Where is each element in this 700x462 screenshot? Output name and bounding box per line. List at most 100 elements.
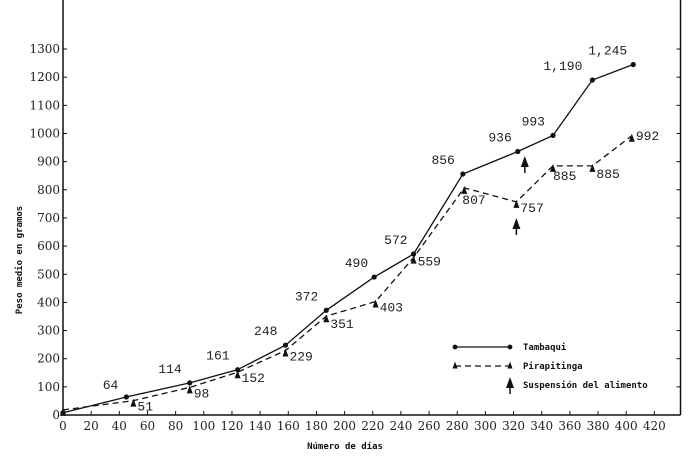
x-tick-label: 60 — [140, 419, 155, 433]
x-tick-label: 260 — [418, 419, 441, 433]
y-tick-label: 1000 — [29, 127, 60, 141]
x-tick-label: 180 — [305, 419, 328, 433]
y-tick-label: 0 — [52, 408, 60, 422]
legend-pirapitinga-triangle — [452, 361, 458, 369]
data-point — [187, 380, 193, 386]
data-point — [513, 199, 520, 208]
y-tick-label: 200 — [37, 352, 60, 366]
legend-pirapitinga-triangle — [507, 361, 513, 369]
data-label: 229 — [289, 350, 312, 365]
x-tick-label: 280 — [446, 419, 469, 433]
data-point — [130, 398, 137, 407]
data-label: 885 — [553, 169, 576, 184]
x-tick-label: 80 — [168, 419, 183, 433]
data-point — [282, 342, 289, 348]
data-label: 51 — [137, 400, 153, 415]
data-label: 351 — [330, 317, 354, 332]
y-tick-label: 1300 — [29, 42, 60, 56]
legend-suspension-label: Suspensión del alimento — [523, 380, 648, 391]
x-tick-label: 120 — [221, 419, 244, 433]
x-tick-label: 200 — [333, 419, 356, 433]
data-label: 490 — [345, 256, 368, 271]
legend-tambaqui-dot — [507, 344, 513, 350]
data-point — [630, 61, 636, 68]
x-tick-label: 340 — [530, 419, 553, 433]
data-point — [549, 163, 556, 172]
data-label: 856 — [431, 153, 454, 168]
data-label: 403 — [380, 301, 403, 316]
y-tick-label: 900 — [37, 155, 60, 169]
data-label: 152 — [242, 371, 265, 386]
legend-suspension-arrow-icon — [506, 377, 514, 388]
x-tick-label: 160 — [277, 419, 300, 433]
legend: Tambaqui Pirapitinga Suspensión del alimen… — [452, 342, 648, 394]
x-tick-label: 420 — [643, 419, 666, 433]
data-point — [460, 171, 466, 177]
suspension-arrow-icon — [520, 156, 529, 168]
data-point — [123, 394, 129, 400]
data-point — [550, 132, 556, 139]
data-point — [515, 148, 521, 155]
data-point — [589, 163, 596, 172]
x-tick-label: 220 — [361, 419, 384, 433]
x-tick-label: 140 — [249, 419, 272, 433]
data-label: 161 — [206, 349, 230, 364]
y-tick-label: 700 — [37, 211, 60, 225]
x-tick-label: 300 — [474, 419, 497, 433]
y-tick-label: 1100 — [29, 98, 60, 112]
data-label: 807 — [462, 193, 485, 208]
series-layer: 64 114 161 248 372 490 572 856 936 993 1,190 1,245 5… — [60, 44, 659, 416]
x-tick-label: 40 — [112, 419, 127, 433]
x-tick-label: 0 — [59, 419, 67, 433]
legend-pirapitinga-label: Pirapitinga — [523, 361, 583, 372]
data-label: 936 — [488, 131, 511, 146]
data-label: 757 — [520, 201, 543, 216]
data-point — [282, 348, 289, 357]
data-point — [371, 274, 377, 280]
data-label: 885 — [596, 167, 619, 182]
legend-tambaqui-label: Tambaqui — [523, 342, 567, 353]
data-point — [186, 385, 193, 394]
data-point — [323, 307, 329, 313]
data-point — [323, 314, 330, 323]
data-label: 248 — [254, 324, 277, 339]
data-label: 1,245 — [588, 44, 627, 59]
data-label: 64 — [103, 378, 119, 393]
series-pirapitinga: 51 98 152 229 351 403 559 807 757 885 885 992 — [60, 129, 659, 416]
data-label: 114 — [158, 362, 182, 377]
y-tick-label: 800 — [37, 183, 60, 197]
x-tick-label: 20 — [84, 419, 99, 433]
y-axis-label: Peso medio en gramos — [14, 206, 25, 314]
y-tick-label: 100 — [37, 380, 60, 394]
tambaqui-line — [62, 63, 634, 414]
series-tambaqui: 64 114 161 248 372 490 572 856 936 993 1,190 1,245 — [60, 44, 636, 416]
data-point — [410, 255, 417, 264]
data-label: 1,190 — [543, 59, 582, 74]
x-tick-label: 320 — [502, 419, 525, 433]
data-label: 98 — [194, 386, 210, 401]
data-point — [234, 370, 241, 379]
y-tick-label: 500 — [37, 267, 60, 281]
axes: 0 20 40 60 80 100 120 140 160 180 200 220 240 260 280 3… — [29, 0, 682, 433]
data-label: 559 — [418, 255, 441, 270]
y-tick-label: 600 — [37, 239, 60, 253]
data-point — [628, 133, 635, 142]
x-axis-label: Número de días — [307, 442, 383, 452]
data-point — [461, 185, 468, 194]
x-tick-label: 380 — [587, 419, 610, 433]
data-point — [372, 299, 379, 308]
data-point — [410, 251, 417, 257]
data-label: 992 — [636, 129, 659, 144]
x-tick-label: 100 — [192, 419, 215, 433]
suspension-arrow-icon — [512, 217, 521, 229]
x-tick-label: 240 — [389, 419, 412, 433]
data-point — [589, 77, 596, 83]
data-label: 993 — [522, 114, 545, 129]
x-tick-label: 400 — [615, 419, 638, 433]
y-tick-label: 1200 — [29, 70, 60, 84]
y-tick-label: 400 — [37, 295, 60, 309]
data-point — [60, 407, 66, 416]
y-tick-label: 300 — [37, 324, 60, 338]
data-label: 572 — [384, 233, 407, 248]
